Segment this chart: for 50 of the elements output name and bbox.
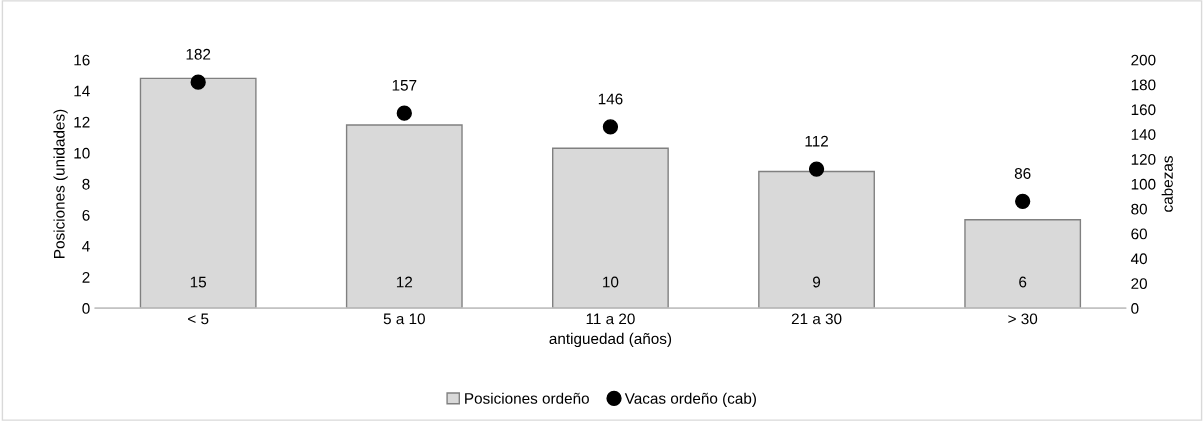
data-label: 10 <box>603 276 619 288</box>
y2-tick-label: 140 <box>1131 129 1156 140</box>
y2-tick-label: 60 <box>1131 228 1147 240</box>
y2-tick-label: 40 <box>1130 253 1147 265</box>
point <box>602 119 619 135</box>
y2-tick-label: 120 <box>1131 154 1156 165</box>
x-tick-label: < 5 <box>188 313 209 325</box>
data-label: 15 <box>190 276 207 288</box>
legend-label: Vacas ordeño (cab) <box>624 392 756 407</box>
y2-tick-label: 80 <box>1131 203 1147 215</box>
bar <box>345 124 463 309</box>
y2-tick-label: 160 <box>1131 104 1156 116</box>
y-tick-label: 8 <box>82 178 90 190</box>
y-tick-label: 16 <box>74 54 90 66</box>
y-tick-label: 4 <box>82 241 90 252</box>
bar <box>758 170 875 309</box>
y-tick-label: 2 <box>82 271 90 283</box>
point <box>396 105 412 121</box>
y2-tick-label: 180 <box>1131 79 1156 91</box>
legend-label: Posiciones ordeño <box>465 392 589 404</box>
x-tick-label: > 30 <box>1008 313 1038 325</box>
data-label: 182 <box>186 48 211 60</box>
y2-axis-title: cabezas <box>1161 156 1173 212</box>
x-tick-label: 21 a 30 <box>791 313 842 325</box>
data-label: 12 <box>396 276 413 288</box>
data-label: 86 <box>1014 168 1031 179</box>
y2-tick-label: 0 <box>1131 303 1139 314</box>
y-tick-label: 14 <box>74 85 90 97</box>
y-tick-label: 10 <box>74 147 90 159</box>
bar <box>552 147 669 309</box>
bar <box>964 218 1082 309</box>
bar <box>139 77 257 309</box>
point <box>1015 193 1031 210</box>
point <box>808 161 825 177</box>
y-axis-title: Posiciones (unidades) <box>53 109 68 258</box>
y2-tick-label: 200 <box>1131 54 1156 66</box>
y-tick-label: 6 <box>82 209 90 221</box>
data-label: 6 <box>1019 276 1027 288</box>
data-label: 9 <box>813 276 821 288</box>
x-tick-label: 11 a 20 <box>586 313 635 325</box>
point <box>190 74 206 90</box>
data-label: 157 <box>392 80 417 91</box>
data-label: 112 <box>805 135 828 147</box>
x-tick-label: 5 a 10 <box>383 313 425 325</box>
y-tick-label: 0 <box>82 303 90 314</box>
data-label: 146 <box>598 93 623 105</box>
y2-tick-label: 20 <box>1131 278 1147 290</box>
x-axis-title: antiguedad (años) <box>549 332 672 348</box>
y2-tick-label: 100 <box>1131 178 1156 190</box>
y-tick-label: 12 <box>74 116 90 128</box>
